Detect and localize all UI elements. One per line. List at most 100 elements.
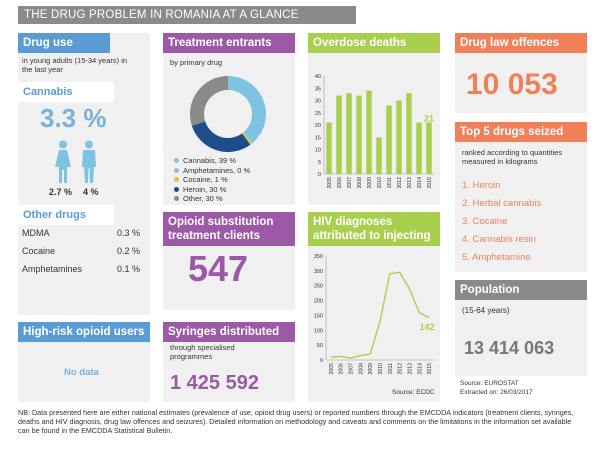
y-tick-label: 50	[317, 343, 323, 349]
y-tick-label: 10	[315, 148, 321, 154]
x-tick-label: 2012	[397, 177, 403, 189]
legend-item: Amphetamines, 0 %	[174, 166, 292, 176]
y-tick-label: 250	[314, 284, 323, 290]
source-line-1: Source: EUROSTAT	[460, 380, 519, 387]
other-drug-row: Cocaine 0.2 %	[22, 246, 140, 256]
top5-subtitle: ranked according to quantities measured …	[462, 148, 563, 166]
x-tick-label: 2011	[387, 177, 393, 188]
y-tick-label: 350	[314, 254, 323, 260]
overdose-bar	[396, 100, 402, 174]
x-tick-label: 2008	[357, 177, 363, 189]
seized-item: 3. Cocaine	[462, 216, 508, 227]
overdose-header: Overdose deaths	[308, 33, 440, 53]
other-drug-value: 0.3 %	[116, 228, 140, 238]
y-tick-label: 40	[315, 74, 321, 80]
legend-label: Heroin, 30 %	[183, 184, 227, 194]
legend-item: Cannabis, 39 %	[174, 156, 292, 166]
overdose-bar	[406, 93, 412, 174]
seized-item: 5. Amphetamine	[462, 252, 531, 263]
x-tick-label: 2008	[358, 363, 364, 375]
donut-slice-cocaine	[242, 132, 253, 145]
treatment-header: Treatment entrants	[163, 33, 295, 53]
overdose-bar-chart: 0 5 10 15 20 25 30 35 40 2005 2006 2007 2008 2009 2010…	[315, 74, 434, 189]
overdose-bar	[366, 90, 372, 174]
x-tick-label: 2009	[367, 177, 373, 189]
x-tick-label: 2014	[417, 363, 423, 375]
x-tick-label: 2007	[349, 363, 355, 375]
drug-use-header: Drug use	[18, 33, 110, 53]
drug-use-panel	[18, 33, 150, 315]
y-tick-label: 150	[314, 313, 323, 319]
x-tick-label: 2012	[398, 363, 404, 375]
male-value: 4 %	[83, 187, 99, 197]
treatment-panel	[163, 33, 295, 205]
x-tick-label: 2015	[427, 177, 433, 189]
syringes-header: Syringes distributed	[163, 322, 295, 342]
donut-slice-other	[190, 76, 228, 126]
overdose-last-label: 21	[424, 114, 434, 124]
footnote: NB: Data presented here are either natio…	[18, 408, 574, 435]
other-drug-value: 0.1 %	[116, 264, 140, 274]
legend-dot	[174, 186, 179, 192]
drug-law-header: Drug law offences	[455, 33, 587, 53]
treatment-donut-chart	[190, 76, 266, 152]
x-tick-label: 2005	[327, 177, 333, 189]
legend-dot	[174, 177, 179, 183]
x-tick-label: 2006	[337, 177, 343, 189]
seized-item: 4. Cannabis resin	[462, 234, 536, 245]
population-subtitle: (15-64 years)	[462, 306, 510, 315]
ost-value: 547	[188, 248, 249, 289]
page-title: THE DRUG PROBLEM IN ROMANIA AT A GLANCE	[18, 6, 356, 24]
other-drug-name: Cocaine	[22, 246, 56, 256]
other-drug-name: Amphetamines	[22, 264, 83, 274]
hiv-last-label: 142	[420, 322, 435, 332]
population-header: Population	[455, 280, 587, 300]
y-tick-label: 35	[315, 86, 321, 92]
legend-item: Heroin, 30 %	[174, 185, 292, 195]
other-drug-row: Amphetamines 0.1 %	[22, 264, 140, 274]
top5-header: Top 5 drugs seized	[455, 122, 587, 142]
other-drug-name: MDMA	[22, 228, 50, 238]
other-drug-row: MDMA 0.3 %	[22, 228, 140, 238]
x-tick-label: 2011	[388, 363, 394, 374]
donut-slice-cannabis	[228, 76, 266, 144]
x-tick-label: 2014	[417, 177, 423, 189]
high-risk-header: High-risk opioid users	[18, 322, 150, 342]
donut-slice-heroin	[191, 121, 251, 152]
cannabis-header: Cannabis	[18, 82, 114, 102]
legend-dot	[174, 158, 179, 164]
legend-label: Other, 30 %	[183, 194, 223, 203]
y-tick-label: 20	[315, 123, 321, 129]
female-value: 2.7 %	[49, 187, 73, 197]
top5-panel	[455, 122, 587, 272]
hiv-header: HIV diagnoses attributed to injecting	[308, 212, 440, 246]
ost-header: Opioid substitution treatment clients	[163, 212, 295, 246]
y-tick-label: 0	[320, 358, 323, 364]
y-tick-label: 100	[314, 328, 323, 334]
other-drug-value: 0.2 %	[116, 246, 140, 256]
overdose-bar	[386, 105, 392, 174]
legend-dot	[174, 167, 179, 173]
overdose-panel	[308, 33, 440, 205]
overdose-bar	[376, 137, 382, 174]
x-tick-label: 2009	[368, 363, 374, 375]
overdose-bar	[426, 122, 432, 174]
x-tick-label: 2005	[329, 363, 335, 375]
x-tick-label: 2015	[427, 363, 433, 375]
legend-label: Cocaine, 1 %	[183, 175, 228, 184]
legend-item: Cocaine, 1 %	[174, 175, 292, 185]
y-tick-label: 300	[314, 269, 323, 275]
cannabis-value: 3.3 %	[40, 103, 107, 133]
drug-use-subtitle: in young adults (15-34 years) in the las…	[22, 56, 128, 74]
treatment-legend: Cannabis, 39 % Amphetamines, 0 % Cocaine, …	[174, 156, 292, 204]
y-tick-label: 200	[314, 299, 323, 305]
x-tick-label: 2013	[407, 363, 413, 375]
male-icon	[82, 140, 96, 183]
treatment-subtitle: by primary drug	[170, 58, 223, 67]
hiv-source: Source: ECDC	[392, 389, 435, 396]
x-tick-label: 2007	[347, 177, 353, 189]
syringes-subtitle: through specialised programmes	[170, 343, 235, 361]
drug-law-value: 10 053	[466, 68, 558, 101]
y-tick-label: 0	[318, 172, 321, 178]
legend-dot	[174, 196, 179, 202]
